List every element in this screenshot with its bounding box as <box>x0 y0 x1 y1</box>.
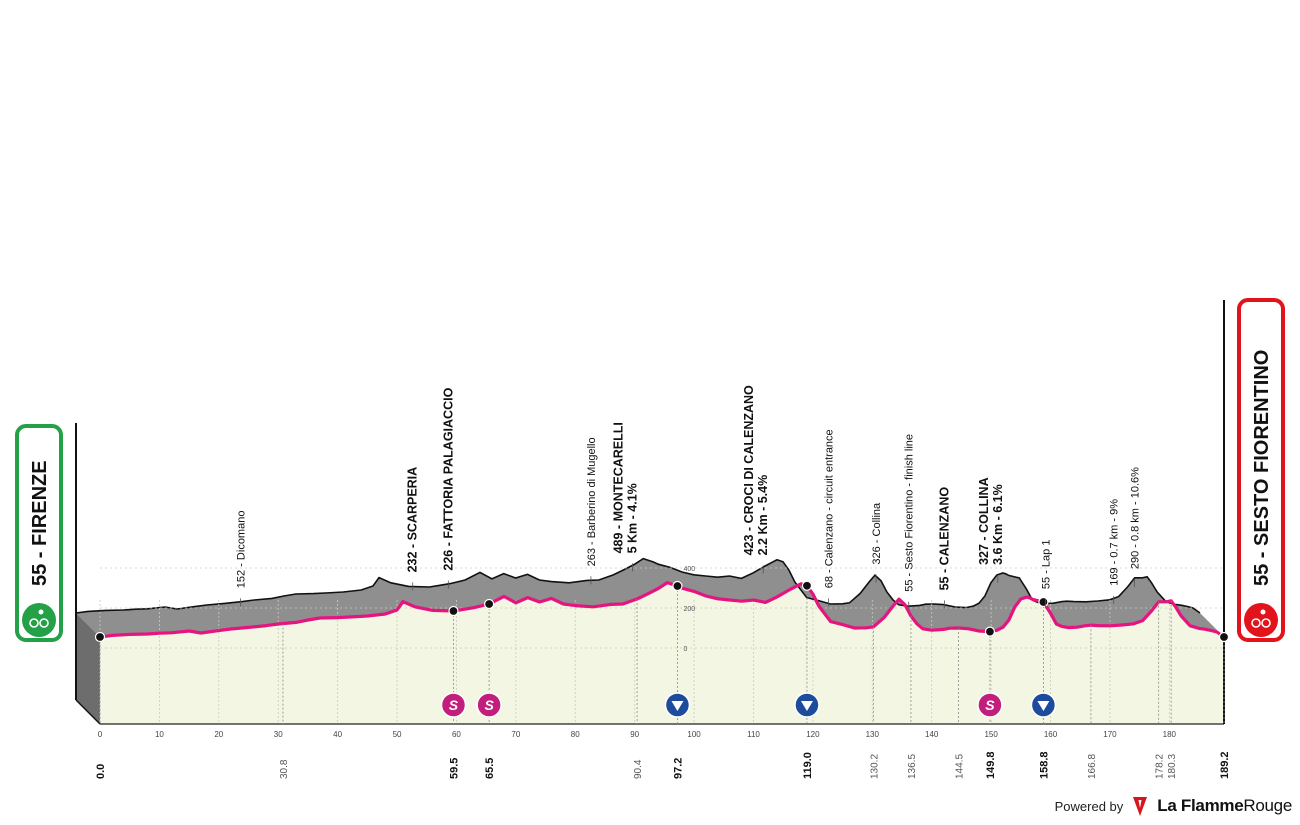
gpm-arrow-icon <box>1037 701 1050 711</box>
x-tick-label: 30 <box>274 730 283 739</box>
x-tick-label: 40 <box>333 730 342 739</box>
km-mark-label: 136.5 <box>907 754 918 779</box>
sprint-marker-label: S <box>985 697 995 713</box>
annotation-label: 55 - Lap 1 <box>1040 540 1052 590</box>
ridge-line <box>75 557 1201 614</box>
profile-point <box>484 598 495 610</box>
km-mark-label: 97.2 <box>672 758 684 779</box>
profile-point <box>801 580 813 591</box>
annotation-label: 152 - Dicomano <box>235 511 247 589</box>
x-tick-label: 0 <box>98 730 103 739</box>
annotation-label: 5 Km - 4.1% <box>625 483 639 553</box>
start-wheel-icon <box>39 618 49 628</box>
finish-badge <box>1237 298 1285 642</box>
annotation-label: 423 - CROCI DI CALENZANO <box>742 385 756 555</box>
start-badge <box>15 424 63 642</box>
sprint-marker-label: S <box>449 697 459 713</box>
start-wheel-icon <box>29 618 39 628</box>
annotation-label: 55 - CALENZANO <box>937 487 951 591</box>
sprint-marker-icon <box>476 692 502 718</box>
x-tick-label: 10 <box>155 730 164 739</box>
x-tick-label: 120 <box>806 730 820 739</box>
profile-point <box>448 605 459 617</box>
annotation-label: 2.2 Km - 5.4% <box>756 475 770 556</box>
annotation-label: 232 - SCARPERIA <box>406 467 420 573</box>
annotation-label: 327 - COLLINA <box>977 477 991 565</box>
finish-bike-icon <box>1244 603 1278 637</box>
profile-point <box>94 631 106 643</box>
x-tick-label: 80 <box>571 730 580 739</box>
km-mark-label: 130.2 <box>869 754 880 779</box>
x-tick-label: 100 <box>687 730 701 739</box>
km-mark-label: 30.8 <box>279 759 290 779</box>
x-tick-label: 110 <box>747 730 760 739</box>
start-label: 55 - FIRENZE <box>29 460 51 586</box>
annotation-label: 489 - MONTECARELLI <box>611 422 625 553</box>
annotation-label: 68 - Calenzano - circuit entrance <box>824 429 836 588</box>
base-edge-line <box>75 699 101 725</box>
sprint-marker-icon <box>977 692 1003 718</box>
profile-point <box>984 626 996 637</box>
km-mark-label: 65.5 <box>484 758 496 779</box>
profile-point <box>672 580 683 592</box>
annotation-label: 226 - FATTORIA PALAGIACCIO <box>441 387 455 570</box>
x-tick-label: 170 <box>1103 730 1117 739</box>
mountain-left-side <box>76 613 100 724</box>
x-tick-label: 130 <box>866 730 880 739</box>
y-tick-label: 400 <box>683 566 695 573</box>
km-mark-label: 144.5 <box>954 754 965 779</box>
km-mark-label: 180.3 <box>1167 754 1178 779</box>
brand-name-light: Rouge <box>1243 796 1292 815</box>
brand-name: La FlammeRouge <box>1157 796 1292 816</box>
x-tick-label: 60 <box>452 730 461 739</box>
gpm-arrow-icon <box>671 701 684 711</box>
km-mark-label: 59.5 <box>448 758 460 779</box>
x-tick-label: 150 <box>984 730 998 739</box>
powered-by-footer: Powered by La FlammeRouge <box>1055 795 1292 817</box>
annotation-label: 169 - 0.7 km - 9% <box>1109 499 1121 586</box>
powered-by-text: Powered by <box>1054 798 1124 814</box>
km-mark-label: 119.0 <box>802 752 814 779</box>
x-tick-label: 20 <box>214 730 223 739</box>
x-tick-label: 140 <box>925 730 939 739</box>
finish-wheel-icon <box>1251 618 1261 628</box>
ground-face <box>100 582 1224 724</box>
finish-label: 55 - SESTO FIORENTINO <box>1251 350 1273 586</box>
profile-point <box>1218 631 1230 643</box>
x-tick-label: 160 <box>1044 730 1058 739</box>
flame-logo-icon <box>1133 797 1148 816</box>
brand-name-bold: La Flamme <box>1157 796 1244 815</box>
y-tick-label: 200 <box>683 606 695 613</box>
start-rider-head-icon <box>38 609 44 615</box>
annotation-label: 55 - Sesto Fiorentino - finish line <box>904 434 916 592</box>
start-bike-icon <box>22 603 56 637</box>
sprint-marker-label: S <box>484 697 494 713</box>
finish-wheel-icon <box>1261 618 1271 628</box>
km-mark-label: 166.8 <box>1087 754 1098 779</box>
sprint-marker-icon <box>440 692 467 718</box>
km-mark-label: 0.0 <box>95 764 107 779</box>
profile-point <box>1038 596 1049 608</box>
x-tick-label: 50 <box>393 730 402 739</box>
x-tick-label: 90 <box>630 730 639 739</box>
annotation-label: 263 - Barberino di Mugello <box>586 437 598 566</box>
gpm-arrow-icon <box>800 701 813 711</box>
km-mark-label: 178.2 <box>1155 754 1166 779</box>
x-tick-label: 70 <box>511 730 520 739</box>
km-mark-label: 90.4 <box>633 759 644 779</box>
y-tick-label: 0 <box>683 646 687 653</box>
mountain-top-face <box>76 558 1224 637</box>
x-tick-label: 180 <box>1163 730 1177 739</box>
km-mark-label: 189.2 <box>1219 751 1231 779</box>
annotation-label: 326 - Collina <box>871 502 883 565</box>
km-mark-label: 149.8 <box>985 751 997 779</box>
annotation-label: 3.6 Km - 6.1% <box>991 484 1005 565</box>
annotation-label: 290 - 0.8 km - 10.6% <box>1129 467 1141 569</box>
km-mark-label: 158.8 <box>1038 751 1050 779</box>
finish-rider-head-icon <box>1260 609 1266 615</box>
